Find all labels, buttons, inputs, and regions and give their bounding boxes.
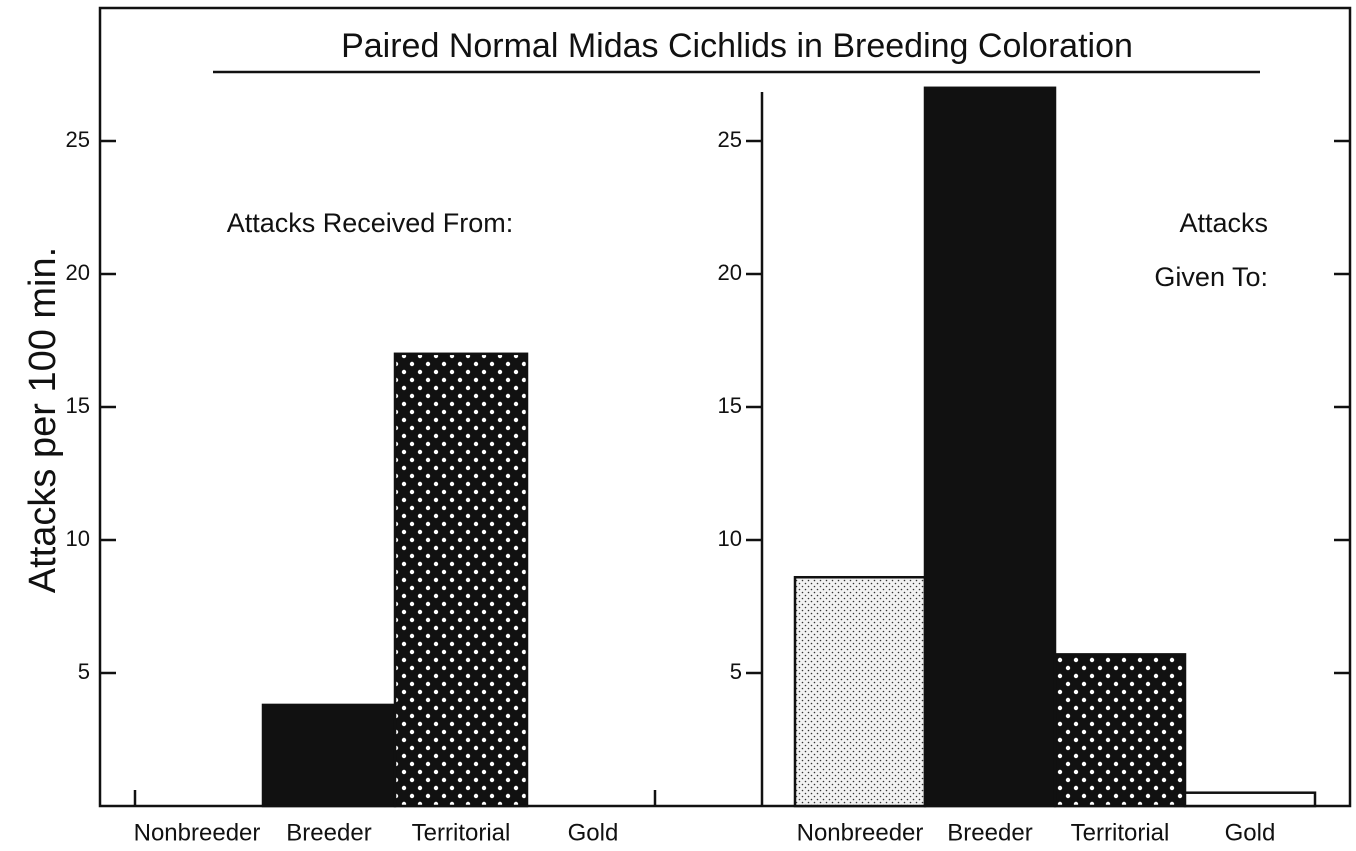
annotation: Attacks — [1179, 208, 1268, 238]
y-tick-label: 20 — [718, 260, 742, 285]
bar — [923, 86, 1057, 808]
y-axis-label: Attacks per 100 min. — [22, 247, 64, 593]
bar — [1183, 791, 1317, 808]
x-tick-label: Breeder — [947, 819, 1032, 846]
y-tick-label: 10 — [66, 526, 90, 551]
x-tick-label: Nonbreeder — [134, 819, 261, 846]
y-tick-label: 25 — [66, 127, 90, 152]
x-tick-label: Gold — [568, 819, 619, 846]
y-tick-label: 15 — [66, 393, 90, 418]
bar — [793, 575, 927, 808]
y-tick-label: 20 — [66, 260, 90, 285]
x-tick-label: Territorial — [412, 819, 511, 846]
bar — [393, 352, 529, 808]
annotation: Attacks Received From: — [227, 208, 514, 238]
y-tick-label: 25 — [718, 127, 742, 152]
bar — [261, 703, 397, 808]
bar — [1053, 653, 1187, 808]
y-tick-label: 5 — [78, 659, 90, 684]
x-tick-label: Gold — [1225, 819, 1276, 846]
chart-title: Paired Normal Midas Cichlids in Breeding… — [341, 27, 1133, 65]
x-tick-label: Territorial — [1071, 819, 1170, 846]
y-tick-label: 15 — [718, 393, 742, 418]
x-tick-label: Breeder — [286, 819, 371, 846]
y-tick-label: 10 — [718, 526, 742, 551]
x-tick-label: Nonbreeder — [797, 819, 924, 846]
annotation: Given To: — [1154, 262, 1268, 292]
y-tick-label: 5 — [730, 659, 742, 684]
